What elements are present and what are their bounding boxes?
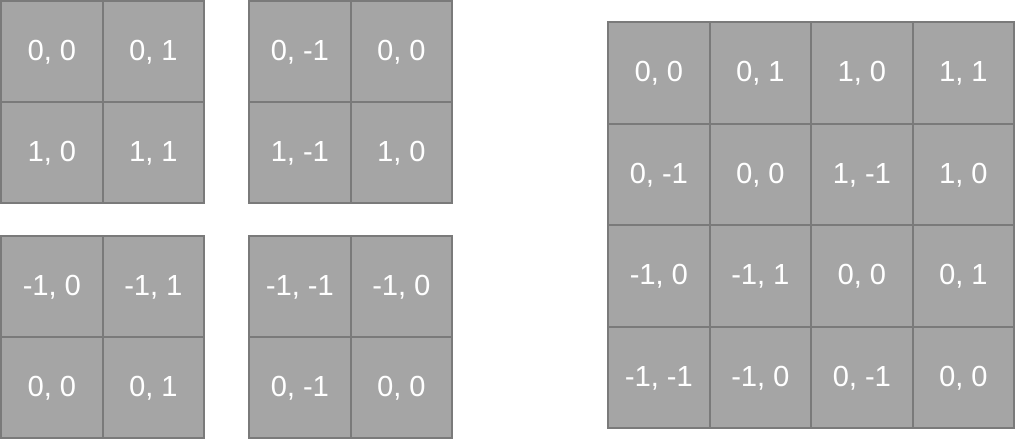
grid-cell: -1, 0 <box>2 237 102 336</box>
grid-cell: -1, -1 <box>609 327 709 427</box>
grid-cell: 0, -1 <box>609 124 709 224</box>
grid-cell: 0, 0 <box>2 2 102 101</box>
grid-cell: 0, -1 <box>250 338 350 437</box>
grid-cell: 0, 1 <box>103 338 203 437</box>
grid-cell: 1, -1 <box>812 124 912 224</box>
grid-cell: 1, 0 <box>913 124 1013 224</box>
grid-cell: -1, 0 <box>609 226 709 326</box>
grid-cell: 0, 1 <box>913 226 1013 326</box>
grid-2x2-top-right: 0, -1 0, 0 1, -1 1, 0 <box>248 0 453 204</box>
grid-cell: 1, 0 <box>812 23 912 123</box>
grid-cell: 1, 1 <box>103 103 203 202</box>
grid-4x4-combined: 0, 0 0, 1 1, 0 1, 1 0, -1 0, 0 1, -1 1, … <box>607 21 1015 429</box>
grid-cell: 0, 0 <box>351 338 451 437</box>
grid-cell: -1, 1 <box>103 237 203 336</box>
grid-cell: -1, 0 <box>710 327 810 427</box>
grid-cell: 0, 1 <box>710 23 810 123</box>
grid-cell: 0, 0 <box>913 327 1013 427</box>
grid-cell: -1, -1 <box>250 237 350 336</box>
grid-cell: 1, 1 <box>913 23 1013 123</box>
grid-cell: 0, 0 <box>609 23 709 123</box>
grid-cell: 1, 0 <box>351 103 451 202</box>
grid-2x2-bottom-right: -1, -1 -1, 0 0, -1 0, 0 <box>248 235 453 439</box>
grid-cell: 1, 0 <box>2 103 102 202</box>
grid-cell: -1, 1 <box>710 226 810 326</box>
grid-cell: 0, 1 <box>103 2 203 101</box>
grid-2x2-bottom-left: -1, 0 -1, 1 0, 0 0, 1 <box>0 235 205 439</box>
grid-cell: -1, 0 <box>351 237 451 336</box>
grid-cell: 0, 0 <box>812 226 912 326</box>
grid-2x2-top-left: 0, 0 0, 1 1, 0 1, 1 <box>0 0 205 204</box>
grid-cell: 0, -1 <box>250 2 350 101</box>
grid-cell: 0, 0 <box>2 338 102 437</box>
grid-cell: 0, -1 <box>812 327 912 427</box>
grid-cell: 0, 0 <box>351 2 451 101</box>
grid-cell: 0, 0 <box>710 124 810 224</box>
grid-cell: 1, -1 <box>250 103 350 202</box>
